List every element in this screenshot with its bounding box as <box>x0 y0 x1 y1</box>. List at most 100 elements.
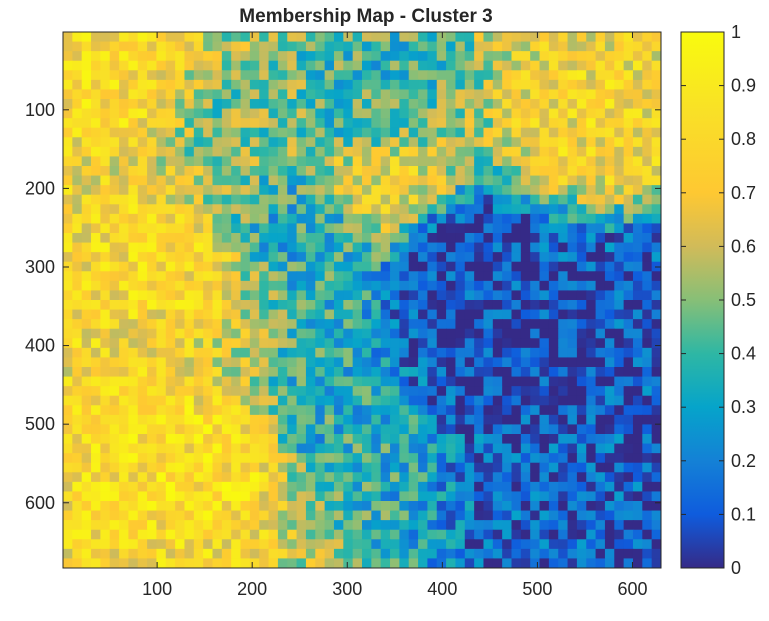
heatmap-cell <box>455 290 466 301</box>
heatmap-cell <box>324 558 335 568</box>
heatmap-cell <box>165 462 176 473</box>
heatmap-cell <box>184 127 195 138</box>
heatmap-cell <box>511 300 522 311</box>
heatmap-cell <box>604 319 615 330</box>
heatmap-cell <box>380 32 391 43</box>
heatmap-cell <box>455 175 466 186</box>
heatmap-cell <box>63 424 73 435</box>
y-tick-label: 200 <box>25 178 55 198</box>
heatmap-cell <box>81 443 92 454</box>
heatmap-cell <box>165 41 176 52</box>
heatmap-cell <box>193 242 204 253</box>
heatmap-cell <box>567 376 578 387</box>
heatmap-cell <box>315 233 326 244</box>
heatmap-cell <box>464 204 475 215</box>
heatmap-cell <box>520 290 531 301</box>
heatmap-cell <box>408 280 419 292</box>
heatmap-cell <box>119 414 129 426</box>
heatmap-cell <box>436 395 447 406</box>
heatmap-cell <box>604 127 615 138</box>
heatmap-cell <box>576 242 587 253</box>
heatmap-cell <box>137 309 148 320</box>
heatmap-cell <box>390 108 400 119</box>
heatmap-cell <box>259 548 270 560</box>
heatmap-cell <box>343 213 354 225</box>
heatmap-cell <box>399 32 410 43</box>
heatmap-cell <box>333 357 344 368</box>
heatmap-cell <box>277 41 288 52</box>
heatmap-cell <box>72 108 83 119</box>
heatmap-cell <box>642 175 653 186</box>
heatmap-cell <box>221 242 232 253</box>
heatmap-cell <box>502 319 513 330</box>
heatmap-cell <box>380 137 391 148</box>
heatmap-cell <box>586 252 597 263</box>
heatmap-cell <box>632 453 643 464</box>
heatmap-cell <box>221 491 232 502</box>
heatmap-cell <box>492 405 503 416</box>
heatmap-cell <box>576 491 587 502</box>
heatmap-cell <box>91 108 101 119</box>
heatmap-cell <box>595 156 606 167</box>
heatmap-cell <box>362 185 372 196</box>
heatmap-cell <box>119 510 129 521</box>
colorbar-tick-label: 1 <box>731 22 741 42</box>
heatmap-cell <box>287 453 298 464</box>
heatmap-cell <box>147 520 158 531</box>
heatmap-cell <box>558 434 569 445</box>
heatmap-cell <box>511 213 522 225</box>
heatmap-cell <box>184 443 195 454</box>
heatmap-cell <box>651 367 661 378</box>
heatmap-cell <box>305 376 316 387</box>
heatmap-cell <box>390 309 400 320</box>
heatmap-cell <box>502 338 513 349</box>
heatmap-cell <box>530 367 541 378</box>
heatmap-cell <box>175 424 186 435</box>
heatmap-cell <box>184 118 195 129</box>
heatmap-cell <box>623 194 634 205</box>
heatmap-cell <box>72 127 83 138</box>
heatmap-cell <box>277 32 288 43</box>
heatmap-cell <box>586 520 597 531</box>
heatmap-cell <box>231 548 242 560</box>
heatmap-cell <box>240 127 251 138</box>
heatmap-cell <box>558 309 569 320</box>
heatmap-cell <box>567 108 578 119</box>
heatmap-cell <box>511 185 522 196</box>
heatmap-cell <box>165 520 176 531</box>
heatmap-cell <box>548 271 559 282</box>
heatmap-cell <box>81 386 92 397</box>
heatmap-cell <box>399 185 410 196</box>
heatmap-cell <box>203 127 214 138</box>
heatmap-cell <box>240 271 251 282</box>
heatmap-cell <box>184 548 195 560</box>
heatmap-cell <box>333 510 344 521</box>
heatmap-cell <box>249 558 260 568</box>
heatmap-cell <box>371 79 382 91</box>
heatmap-cell <box>156 118 167 129</box>
heatmap-cell <box>651 347 661 359</box>
heatmap-cell <box>259 185 270 196</box>
heatmap-cell <box>539 51 550 62</box>
heatmap-cell <box>464 510 475 521</box>
heatmap-cell <box>623 376 634 387</box>
heatmap-cell <box>455 41 466 52</box>
heatmap-cell <box>296 386 307 397</box>
heatmap-cell <box>530 70 541 81</box>
heatmap-cell <box>604 539 615 550</box>
heatmap-cell <box>408 127 419 138</box>
heatmap-cell <box>296 242 307 253</box>
heatmap-cell <box>511 367 522 378</box>
heatmap-cell <box>539 280 550 292</box>
heatmap-cell <box>399 290 410 301</box>
heatmap-cell <box>530 32 541 43</box>
heatmap-cell <box>539 213 550 225</box>
heatmap-cell <box>595 166 606 177</box>
heatmap-cell <box>109 319 120 330</box>
heatmap-cell <box>212 347 223 359</box>
heatmap-cell <box>632 319 643 330</box>
heatmap-cell <box>390 472 400 483</box>
heatmap-cell <box>558 290 569 301</box>
heatmap-cell <box>418 166 428 177</box>
heatmap-cell <box>315 280 326 292</box>
